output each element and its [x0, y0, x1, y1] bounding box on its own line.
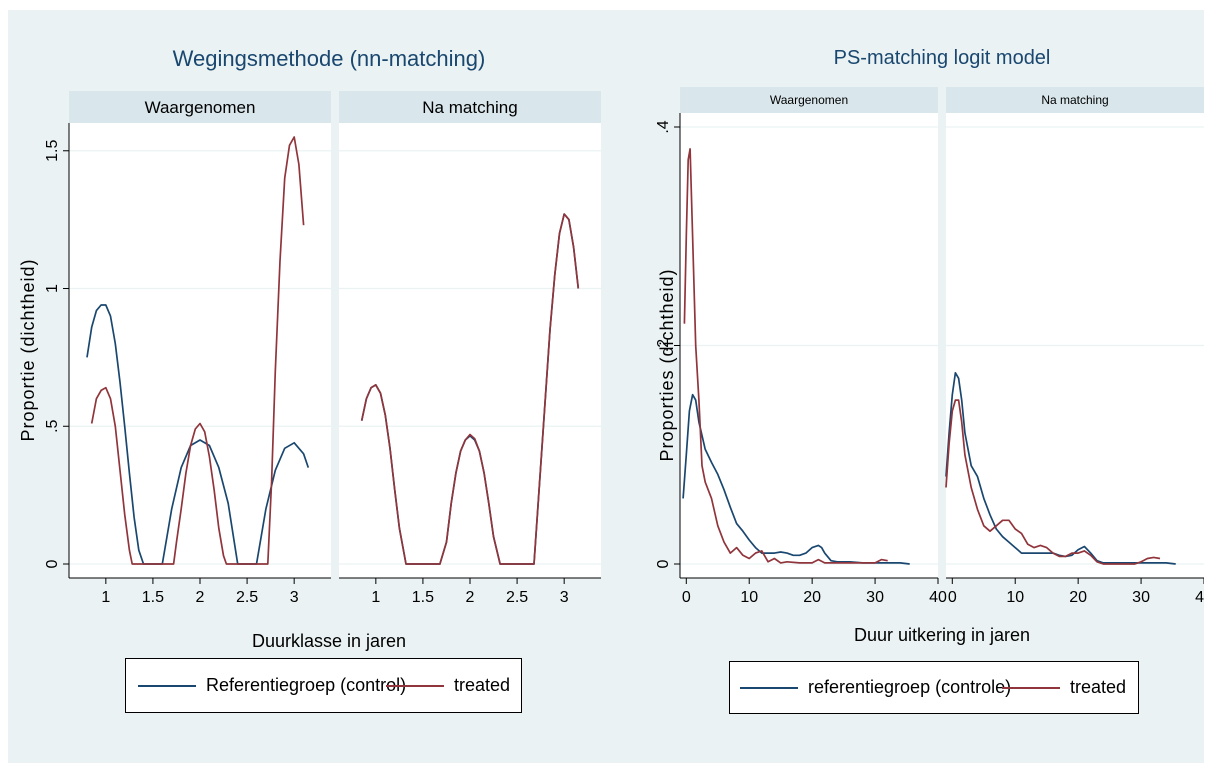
panel-strip-0-1 [339, 91, 601, 123]
x-tick-label-0-1-0: 1 [371, 589, 380, 606]
panel-strip-label-0-0: Waargenomen [145, 98, 256, 117]
x-tick-label-1-1-3: 30 [1132, 589, 1150, 606]
chart-title-0: Wegingsmethode (nn-matching) [173, 46, 486, 71]
series-line-1-1-1 [945, 399, 1161, 565]
x-tick-label-0-0-2: 2 [196, 589, 205, 606]
x-tick-label-1-0-3: 30 [866, 589, 884, 606]
x-tick-label-1-1-4: 40 [1195, 589, 1204, 606]
chart-title-1: PS-matching logit model [834, 47, 1051, 69]
legend-line-control [138, 684, 196, 687]
plot-area-0-1 [339, 123, 601, 578]
panel-strip-label-0-1: Na matching [422, 98, 517, 117]
series-line-1-0-1 [683, 148, 888, 564]
legend-item-control: referentiegroep (controle) [740, 662, 1011, 713]
x-axis-label-0: Duurklasse in jaren [252, 631, 406, 651]
x-tick-label-1-1-2: 20 [1069, 589, 1087, 606]
panel-strip-1-0 [680, 87, 938, 113]
y-tick-label-0-2: 1 [44, 284, 61, 293]
legend-item-control: Referentiegroep (control) [138, 659, 406, 712]
series-line-1-1-0 [945, 371, 1176, 565]
x-tick-label-0-0-4: 3 [290, 589, 299, 606]
legend-label-treated: treated [454, 675, 511, 695]
legend-label-treated: treated [1070, 677, 1127, 697]
x-tick-label-1-1-1: 10 [1006, 589, 1024, 606]
y-axis-label-0: Proportie (dichtheid) [18, 258, 38, 441]
series-line-1-0-0 [682, 393, 910, 565]
x-tick-label-0-0-0: 1 [101, 589, 110, 606]
x-tick-label-1-0-1: 10 [740, 589, 758, 606]
chart-svg: Wegingsmethode (nn-matching) Waargenomen 1… [18, 46, 1204, 651]
legend-label-control: referentiegroep (controle) [808, 677, 1012, 697]
y-tick-label-0-0: 0 [44, 559, 61, 568]
legend-line-treated [1002, 686, 1060, 689]
series-line-0-1-1 [360, 213, 580, 565]
plot-area-0-0 [69, 123, 331, 578]
figure-background: Wegingsmethode (nn-matching) Waargenomen 1… [8, 10, 1204, 763]
x-axis-label-1: Duur uitkering in jaren [854, 625, 1030, 645]
x-tick-label-1-0-0: 0 [682, 589, 691, 606]
x-tick-label-1-0-4: 40 [929, 589, 947, 606]
panel-strip-0-0 [69, 91, 331, 123]
y-tick-label-1-0: 0 [655, 559, 672, 568]
legend-label-control: Referentiegroep (control) [206, 675, 407, 695]
legend-line-control [740, 686, 798, 689]
y-axis-label-1: Proporties (dichtheid) [657, 268, 677, 461]
series-line-0-0-1 [90, 136, 305, 565]
x-tick-label-1-1-0: 0 [948, 589, 957, 606]
legend-item-treated: treated [1002, 662, 1126, 713]
x-tick-label-0-0-1: 1.5 [142, 589, 164, 606]
y-tick-label-0-3: 1.5 [44, 140, 61, 162]
y-tick-label-0-1: .5 [44, 419, 61, 432]
legend-line-treated [386, 684, 444, 687]
x-tick-label-0-1-4: 3 [560, 589, 569, 606]
legend-left: Referentiegroep (control) treated [125, 658, 522, 713]
x-tick-label-0-0-3: 2.5 [236, 589, 258, 606]
panel-strip-1-1 [946, 87, 1204, 113]
x-tick-label-0-1-1: 1.5 [412, 589, 434, 606]
series-line-0-0-0 [86, 304, 310, 565]
y-tick-label-1-2: .4 [655, 120, 672, 133]
legend-right: referentiegroep (controle) treated [729, 661, 1139, 714]
legend-item-treated: treated [386, 659, 510, 712]
panel-strip-label-1-0: Waargenomen [770, 93, 848, 107]
x-tick-label-0-1-2: 2 [466, 589, 475, 606]
x-tick-label-0-1-3: 2.5 [506, 589, 528, 606]
x-tick-label-1-0-2: 20 [803, 589, 821, 606]
panel-strip-label-1-1: Na matching [1041, 93, 1108, 107]
y-tick-label-1-1: .2 [655, 339, 672, 352]
